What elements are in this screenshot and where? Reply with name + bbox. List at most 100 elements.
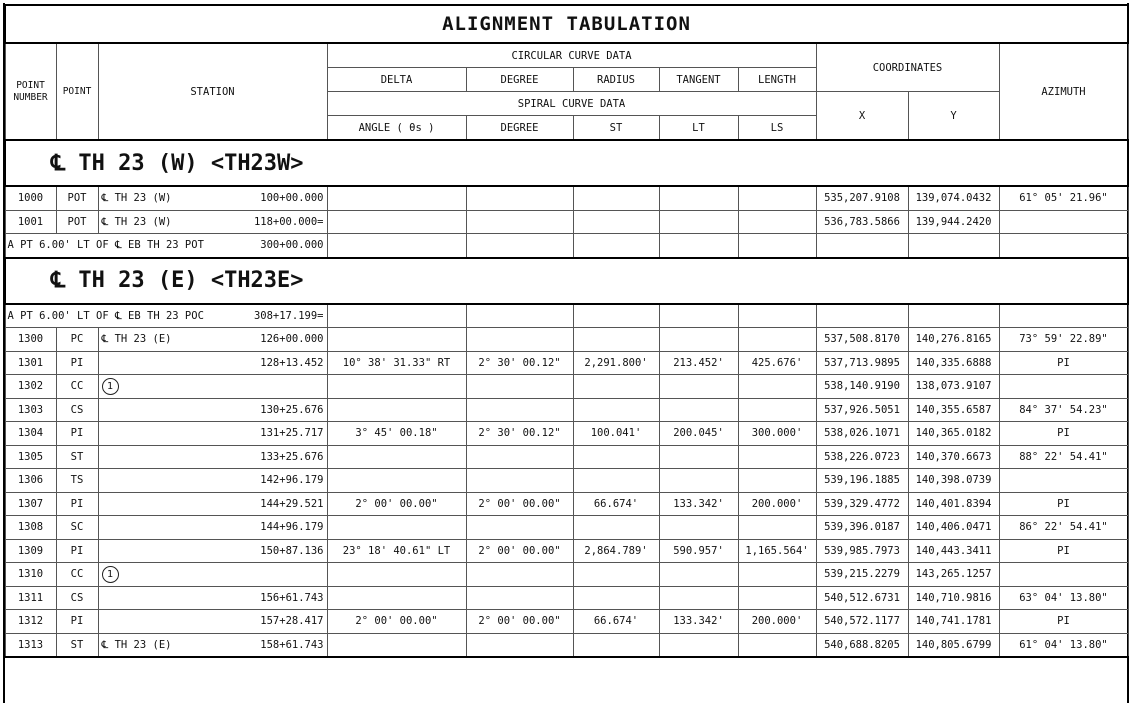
- point-type: CC: [55, 562, 99, 587]
- station-cell: 133+25.676: [97, 444, 328, 469]
- radius-value: [572, 562, 660, 587]
- point-number: 1001: [4, 209, 57, 234]
- radius-value: 66.674': [572, 491, 660, 516]
- x-coordinate: 538,140.9190: [815, 374, 909, 399]
- y-coordinate: 140,710.9816: [907, 585, 1000, 610]
- azimuth-value: PI: [998, 421, 1129, 446]
- header-station: STATION: [97, 42, 328, 141]
- station-value: 300+00.000: [260, 239, 324, 252]
- station-cell: 144+29.521: [97, 491, 328, 516]
- station-cell: ℄ TH 23 (E) 158+61.743: [97, 632, 328, 658]
- header-point: POINT: [55, 42, 99, 141]
- radius-value: [572, 397, 660, 422]
- point-number: 1304: [4, 421, 57, 446]
- y-coordinate: 140,276.8165: [907, 327, 1000, 352]
- station-cell: 131+25.717: [97, 421, 328, 446]
- length-value: 300.000': [737, 421, 817, 446]
- x-coordinate: 539,196.1885: [815, 468, 909, 493]
- station-value: 144+96.179: [260, 521, 324, 534]
- station-value: 158+61.743: [260, 638, 324, 651]
- azimuth-value: 88° 22' 54.41": [998, 444, 1129, 469]
- radius-value: 2,864.789': [572, 538, 660, 563]
- station-cell: 1: [97, 374, 328, 399]
- length-value: 425.676': [737, 350, 817, 375]
- tangent-value: [658, 632, 739, 658]
- radius-value: 66.674': [572, 609, 660, 634]
- table-row: 1306 TS 142+96.179 539,196.1885 140,398.0739: [4, 468, 1129, 493]
- station-cell: ℄ TH 23 (W) 118+00.000=: [97, 209, 328, 234]
- delta-value: [326, 397, 467, 422]
- tangent-value: 133.342': [658, 491, 739, 516]
- note-marker: 1: [101, 377, 119, 395]
- point-type: PC: [55, 327, 99, 352]
- point-type: PI: [55, 350, 99, 375]
- x-coordinate: 539,396.0187: [815, 515, 909, 540]
- degree-value: [465, 562, 574, 587]
- header-azimuth: AZIMUTH: [998, 42, 1129, 141]
- delta-value: [326, 444, 467, 469]
- station-value: 142+96.179: [260, 474, 324, 487]
- table-row: 1310 CC 1 539,215.2279 143,265.1257: [4, 562, 1129, 587]
- point-type: ST: [55, 444, 99, 469]
- y-coordinate: 140,398.0739: [907, 468, 1000, 493]
- point-number: 1300: [4, 327, 57, 352]
- length-value: [737, 468, 817, 493]
- degree-value: [465, 515, 574, 540]
- radius-value: [572, 374, 660, 399]
- azimuth-value: 73° 59' 22.89": [998, 327, 1129, 352]
- note-text: A PT 6.00' LT OF ℄ EB TH 23 POT: [7, 239, 204, 252]
- note-marker: 1: [101, 565, 119, 583]
- degree-value: [465, 185, 574, 211]
- table-row: 1309 PI 150+87.136 23° 18' 40.61" LT 2° 00' …: [4, 538, 1129, 563]
- length-value: [737, 374, 817, 399]
- alignment-label: ℄ TH 23 (E): [101, 638, 172, 651]
- azimuth-value: [998, 374, 1129, 399]
- x-coordinate: 535,207.9108: [815, 185, 909, 211]
- alignment-tabulation-table: ALIGNMENT TABULATION POINT NUMBER POINT …: [4, 4, 1129, 658]
- point-number: 1306: [4, 468, 57, 493]
- degree-value: 2° 30' 00.12": [465, 350, 574, 375]
- header-length: LENGTH: [737, 67, 817, 92]
- x-coordinate: 537,713.9895: [815, 350, 909, 375]
- azimuth-value: [998, 562, 1129, 587]
- table-row: 1312 PI 157+28.417 2° 00' 00.00" 2° 00' 00.0…: [4, 609, 1129, 634]
- tangent-value: 133.342': [658, 609, 739, 634]
- tangent-value: 200.045': [658, 421, 739, 446]
- x-coordinate: 540,512.6731: [815, 585, 909, 610]
- table-row: 1000 POT ℄ TH 23 (W) 100+00.000 535,207.9108…: [4, 185, 1129, 211]
- delta-value: 2° 00' 00.00": [326, 609, 467, 634]
- length-value: [737, 444, 817, 469]
- delta-value: [326, 562, 467, 587]
- degree-value: [465, 585, 574, 610]
- degree-value: [465, 374, 574, 399]
- header-circular-curve-data: CIRCULAR CURVE DATA: [326, 42, 817, 68]
- tangent-value: 213.452': [658, 350, 739, 375]
- empty-cell: [737, 303, 817, 328]
- radius-value: [572, 585, 660, 610]
- table-row: 1303 CS 130+25.676 537,926.5051 140,355.6587…: [4, 397, 1129, 422]
- empty-cell: [465, 303, 574, 328]
- station-cell: 156+61.743: [97, 585, 328, 610]
- header-angle: ANGLE ( θs ): [326, 115, 467, 141]
- delta-value: 3° 45' 00.18": [326, 421, 467, 446]
- degree-value: [465, 327, 574, 352]
- y-coordinate: 140,401.8394: [907, 491, 1000, 516]
- alignment-label: ℄ TH 23 (E): [101, 333, 172, 346]
- degree-value: [465, 468, 574, 493]
- station-value: 150+87.136: [260, 544, 324, 557]
- delta-value: [326, 185, 467, 211]
- azimuth-value: PI: [998, 350, 1129, 375]
- tangent-value: 590.957': [658, 538, 739, 563]
- y-coordinate: 140,355.6587: [907, 397, 1000, 422]
- delta-value: [326, 585, 467, 610]
- header-spiral-curve-data: SPIRAL CURVE DATA: [326, 91, 817, 116]
- header-radius: RADIUS: [572, 67, 660, 92]
- header-lt: LT: [658, 115, 739, 141]
- delta-value: 23° 18' 40.61" LT: [326, 538, 467, 563]
- point-number: 1305: [4, 444, 57, 469]
- x-coordinate: 539,985.7973: [815, 538, 909, 563]
- station-value: 131+25.717: [260, 427, 324, 440]
- azimuth-value: PI: [998, 609, 1129, 634]
- empty-cell: [907, 233, 1000, 258]
- empty-cell: [572, 303, 660, 328]
